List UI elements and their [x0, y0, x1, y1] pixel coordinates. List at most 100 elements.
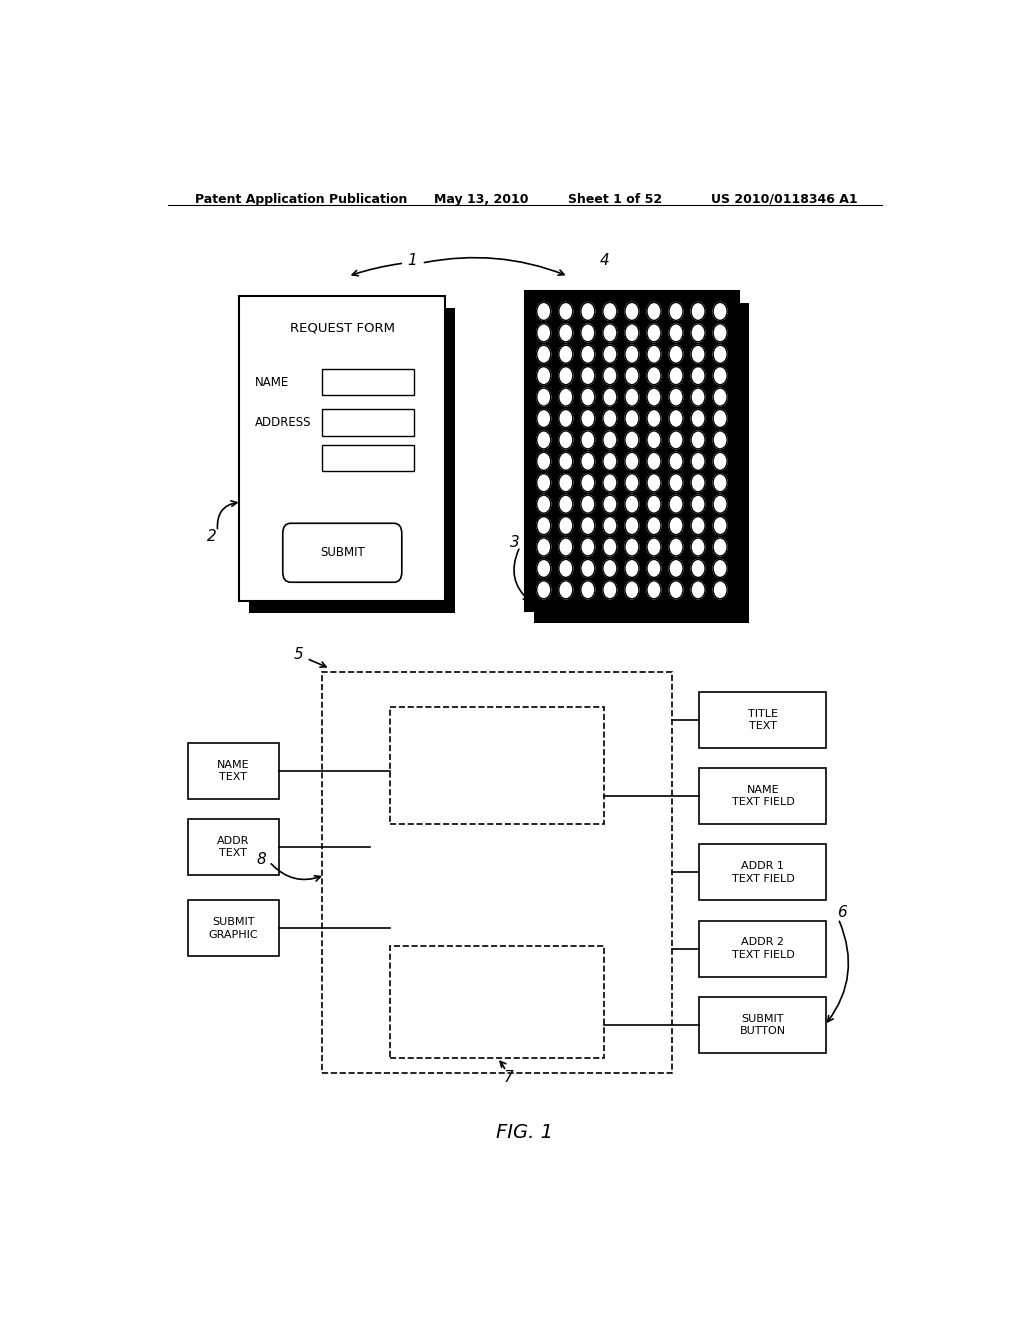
Text: FIG. 1: FIG. 1: [497, 1122, 553, 1142]
Text: 2: 2: [207, 529, 216, 544]
Circle shape: [559, 409, 572, 428]
Circle shape: [581, 581, 595, 599]
Circle shape: [647, 539, 662, 556]
Circle shape: [559, 388, 572, 407]
Circle shape: [581, 323, 595, 342]
Circle shape: [581, 495, 595, 513]
Bar: [535, 302, 749, 623]
Circle shape: [537, 474, 551, 492]
Text: 3: 3: [510, 535, 520, 550]
Circle shape: [713, 495, 727, 513]
Circle shape: [603, 388, 616, 407]
Circle shape: [669, 430, 683, 449]
Circle shape: [603, 453, 616, 470]
Bar: [699, 921, 826, 977]
Circle shape: [581, 453, 595, 470]
Circle shape: [669, 474, 683, 492]
Circle shape: [713, 474, 727, 492]
Bar: [240, 296, 445, 601]
Circle shape: [603, 474, 616, 492]
Circle shape: [647, 430, 662, 449]
Circle shape: [669, 516, 683, 535]
Circle shape: [625, 474, 639, 492]
Circle shape: [537, 346, 551, 363]
Circle shape: [603, 346, 616, 363]
Circle shape: [647, 367, 662, 384]
Circle shape: [669, 346, 683, 363]
Circle shape: [713, 367, 727, 384]
Bar: [524, 290, 739, 611]
Circle shape: [691, 539, 706, 556]
Circle shape: [537, 560, 551, 577]
Circle shape: [713, 346, 727, 363]
Circle shape: [713, 388, 727, 407]
Circle shape: [691, 409, 706, 428]
Circle shape: [581, 409, 595, 428]
Circle shape: [603, 539, 616, 556]
Circle shape: [603, 367, 616, 384]
Circle shape: [669, 367, 683, 384]
Circle shape: [647, 346, 662, 363]
Circle shape: [713, 581, 727, 599]
Circle shape: [625, 560, 639, 577]
Circle shape: [537, 453, 551, 470]
Circle shape: [691, 430, 706, 449]
Circle shape: [537, 409, 551, 428]
Circle shape: [537, 302, 551, 321]
Circle shape: [559, 581, 572, 599]
Text: 1: 1: [408, 252, 417, 268]
Bar: [187, 818, 279, 875]
Circle shape: [581, 302, 595, 321]
Circle shape: [691, 346, 706, 363]
Bar: [699, 845, 826, 900]
Circle shape: [603, 581, 616, 599]
Text: US 2010/0118346 A1: US 2010/0118346 A1: [712, 193, 858, 206]
Text: NAME
TEXT FIELD: NAME TEXT FIELD: [731, 785, 795, 808]
Circle shape: [691, 323, 706, 342]
Circle shape: [603, 516, 616, 535]
Circle shape: [625, 430, 639, 449]
Circle shape: [713, 516, 727, 535]
Circle shape: [537, 495, 551, 513]
Bar: [699, 692, 826, 748]
Text: May 13, 2010: May 13, 2010: [433, 193, 528, 206]
Circle shape: [625, 516, 639, 535]
Circle shape: [713, 453, 727, 470]
Text: Sheet 1 of 52: Sheet 1 of 52: [568, 193, 663, 206]
Circle shape: [581, 388, 595, 407]
Circle shape: [713, 409, 727, 428]
Bar: [323, 368, 414, 395]
Circle shape: [581, 516, 595, 535]
Circle shape: [647, 516, 662, 535]
Circle shape: [581, 474, 595, 492]
Text: NAME: NAME: [255, 375, 289, 388]
Bar: [323, 409, 414, 436]
Circle shape: [625, 388, 639, 407]
Circle shape: [713, 430, 727, 449]
Circle shape: [669, 453, 683, 470]
Circle shape: [625, 539, 639, 556]
Circle shape: [559, 495, 572, 513]
Text: REQUEST FORM: REQUEST FORM: [290, 321, 395, 334]
Bar: [187, 743, 279, 799]
Circle shape: [625, 302, 639, 321]
Circle shape: [603, 409, 616, 428]
Bar: [323, 445, 414, 471]
Circle shape: [691, 388, 706, 407]
Circle shape: [691, 367, 706, 384]
Circle shape: [669, 302, 683, 321]
Circle shape: [669, 388, 683, 407]
Circle shape: [713, 302, 727, 321]
Text: Patent Application Publication: Patent Application Publication: [196, 193, 408, 206]
Circle shape: [603, 302, 616, 321]
Text: ADDR 1
TEXT FIELD: ADDR 1 TEXT FIELD: [731, 861, 795, 883]
Circle shape: [647, 409, 662, 428]
Text: 6: 6: [838, 906, 847, 920]
Circle shape: [647, 302, 662, 321]
Circle shape: [537, 388, 551, 407]
Circle shape: [691, 581, 706, 599]
FancyBboxPatch shape: [283, 523, 401, 582]
Circle shape: [647, 453, 662, 470]
Circle shape: [559, 474, 572, 492]
Circle shape: [559, 323, 572, 342]
